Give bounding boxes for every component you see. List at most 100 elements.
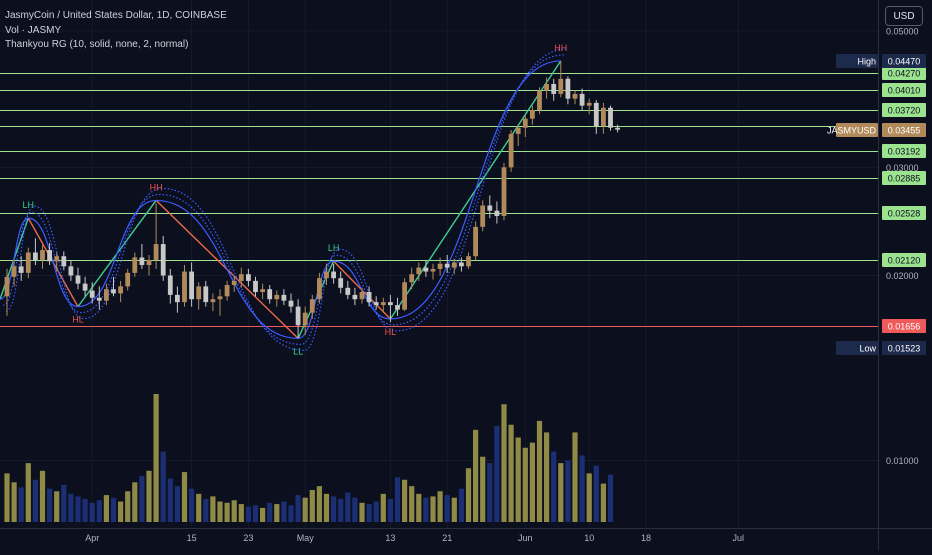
candle-body[interactable] bbox=[359, 292, 365, 300]
candle-body[interactable] bbox=[324, 271, 329, 279]
candle-body[interactable] bbox=[18, 266, 24, 273]
candle-body[interactable] bbox=[111, 289, 116, 294]
candle-body[interactable] bbox=[444, 263, 450, 268]
candle-body[interactable] bbox=[288, 300, 294, 307]
candle-body[interactable] bbox=[494, 210, 500, 216]
candle-body[interactable] bbox=[146, 259, 152, 266]
candle-body[interactable] bbox=[466, 256, 471, 267]
candle-body[interactable] bbox=[89, 290, 95, 298]
candle-body[interactable] bbox=[380, 302, 386, 306]
candle-body[interactable] bbox=[451, 262, 457, 268]
candle-body[interactable] bbox=[132, 257, 138, 273]
candle-body[interactable] bbox=[175, 294, 180, 303]
currency-button[interactable]: USD bbox=[885, 6, 923, 26]
candle-body[interactable] bbox=[61, 256, 67, 267]
candle-body[interactable] bbox=[302, 312, 308, 326]
candle-body[interactable] bbox=[423, 267, 429, 272]
candle-body[interactable] bbox=[203, 286, 209, 303]
volume-bar bbox=[366, 504, 372, 522]
candle-body[interactable] bbox=[430, 268, 436, 272]
candle-body[interactable] bbox=[267, 289, 273, 300]
candle-body[interactable] bbox=[487, 205, 493, 211]
candle-body[interactable] bbox=[4, 276, 10, 297]
volume-bar bbox=[118, 501, 124, 522]
candle-body[interactable] bbox=[373, 302, 379, 306]
high-marker-value: 0.04470 bbox=[888, 57, 921, 67]
candle-body[interactable] bbox=[615, 127, 620, 130]
indicator-label[interactable]: Thankyou RG (10, solid, none, 2, normal) bbox=[5, 39, 189, 50]
volume-bar bbox=[558, 463, 564, 522]
candle-body[interactable] bbox=[544, 83, 549, 91]
candle-body[interactable] bbox=[395, 305, 400, 310]
candle-body[interactable] bbox=[366, 292, 372, 303]
volume-bar bbox=[487, 463, 493, 522]
candle-body[interactable] bbox=[246, 274, 251, 281]
candle-body[interactable] bbox=[558, 78, 564, 94]
candle-body[interactable] bbox=[295, 306, 301, 326]
candle-body[interactable] bbox=[551, 83, 557, 94]
candle-body[interactable] bbox=[253, 280, 258, 293]
candle-body[interactable] bbox=[125, 272, 131, 287]
candle-body[interactable] bbox=[522, 118, 528, 128]
volume-bar bbox=[160, 451, 166, 522]
candle-body[interactable] bbox=[338, 278, 344, 288]
candle-body[interactable] bbox=[25, 252, 31, 273]
candle-body[interactable] bbox=[601, 107, 606, 127]
candle-body[interactable] bbox=[537, 90, 542, 110]
candle-body[interactable] bbox=[309, 299, 315, 313]
candle-body[interactable] bbox=[281, 294, 287, 301]
candle-body[interactable] bbox=[139, 257, 145, 266]
candle-body[interactable] bbox=[402, 282, 407, 310]
candle-body[interactable] bbox=[352, 294, 358, 300]
candle-body[interactable] bbox=[459, 262, 464, 267]
volume-bar bbox=[61, 484, 67, 522]
candle-body[interactable] bbox=[530, 109, 535, 119]
candle-body[interactable] bbox=[593, 102, 599, 127]
candle-body[interactable] bbox=[345, 287, 351, 295]
candle-body[interactable] bbox=[47, 250, 52, 262]
candle-body[interactable] bbox=[437, 263, 443, 269]
candle-body[interactable] bbox=[416, 267, 422, 275]
candle-body[interactable] bbox=[104, 289, 109, 301]
candle-body[interactable] bbox=[572, 93, 578, 99]
candle-body[interactable] bbox=[160, 244, 166, 276]
candle-body[interactable] bbox=[68, 266, 74, 276]
candle-body[interactable] bbox=[238, 274, 244, 281]
candle-body[interactable] bbox=[82, 283, 88, 291]
candle-body[interactable] bbox=[189, 271, 194, 300]
candle-body[interactable] bbox=[33, 252, 38, 260]
candle-body[interactable] bbox=[182, 271, 187, 303]
candle-body[interactable] bbox=[40, 250, 45, 260]
candle-body[interactable] bbox=[118, 286, 123, 294]
candle-body[interactable] bbox=[54, 256, 60, 262]
candle-body[interactable] bbox=[196, 286, 202, 300]
candle-body[interactable] bbox=[608, 107, 613, 128]
candle-body[interactable] bbox=[260, 289, 265, 293]
candle-body[interactable] bbox=[565, 78, 571, 99]
candle-body[interactable] bbox=[274, 294, 280, 300]
candle-body[interactable] bbox=[409, 274, 415, 283]
candle-body[interactable] bbox=[153, 244, 159, 260]
candle-body[interactable] bbox=[388, 302, 393, 306]
candle-body[interactable] bbox=[217, 296, 223, 300]
candle-body[interactable] bbox=[579, 93, 585, 106]
candle-body[interactable] bbox=[224, 285, 230, 297]
candle-body[interactable] bbox=[480, 205, 486, 227]
candle-body[interactable] bbox=[231, 280, 237, 286]
candle-body[interactable] bbox=[473, 226, 478, 257]
candle-body[interactable] bbox=[515, 127, 521, 134]
candle-body[interactable] bbox=[96, 297, 102, 301]
candle-body[interactable] bbox=[167, 275, 173, 295]
candle-body[interactable] bbox=[75, 275, 81, 284]
volume-bar bbox=[281, 501, 287, 522]
candle-body[interactable] bbox=[210, 299, 216, 303]
candle-body[interactable] bbox=[508, 133, 514, 168]
candle-body[interactable] bbox=[331, 271, 336, 279]
candle-body[interactable] bbox=[586, 102, 592, 106]
volume-bar bbox=[11, 482, 17, 522]
candle-body[interactable] bbox=[501, 167, 507, 216]
candle-body[interactable] bbox=[11, 266, 17, 277]
volume-indicator-label[interactable]: Vol · JASMY bbox=[5, 25, 62, 36]
candle-body[interactable] bbox=[317, 278, 322, 300]
